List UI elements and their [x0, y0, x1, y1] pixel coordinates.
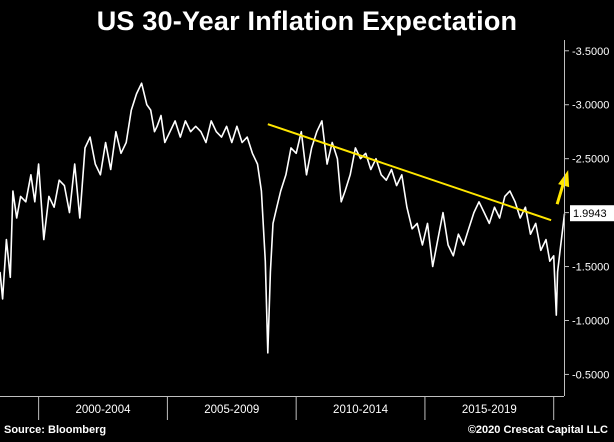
last-value-label: 1.9943: [573, 208, 607, 220]
trendline: [267, 123, 552, 222]
series-layer: [0, 82, 566, 354]
x-tick-label: 2010-2014: [333, 404, 389, 416]
y-tick-label: -0.5000: [572, 369, 609, 381]
y-tick-label: -3.5000: [572, 46, 609, 58]
series-line-0: [0, 82, 566, 354]
x-tick-label: 2000-2004: [76, 404, 132, 416]
last-value-box: [570, 205, 614, 222]
x-tick-label: 2015-2019: [462, 404, 517, 416]
y-tick-label: -1.0000: [572, 315, 609, 327]
y-tick-label: -1.5000: [572, 262, 609, 274]
chart-title: US 30-Year Inflation Expectation: [96, 6, 518, 36]
axis-layer: -3.5000-3.0000-2.5000-2.0000-1.5000-1.00…: [0, 40, 614, 420]
arrow-shaft: [555, 183, 565, 205]
copyright-note: ©2020 Crescat Capital LLC: [467, 424, 608, 436]
source-note: Source: Bloomberg: [4, 424, 107, 436]
y-tick-label: -2.5000: [572, 154, 609, 166]
up-arrow-icon: [555, 170, 570, 205]
trendline-layer: [267, 123, 570, 222]
y-tick-label: -3.0000: [572, 100, 609, 112]
x-tick-label: 2005-2009: [204, 404, 259, 416]
arrow-head: [558, 170, 570, 188]
